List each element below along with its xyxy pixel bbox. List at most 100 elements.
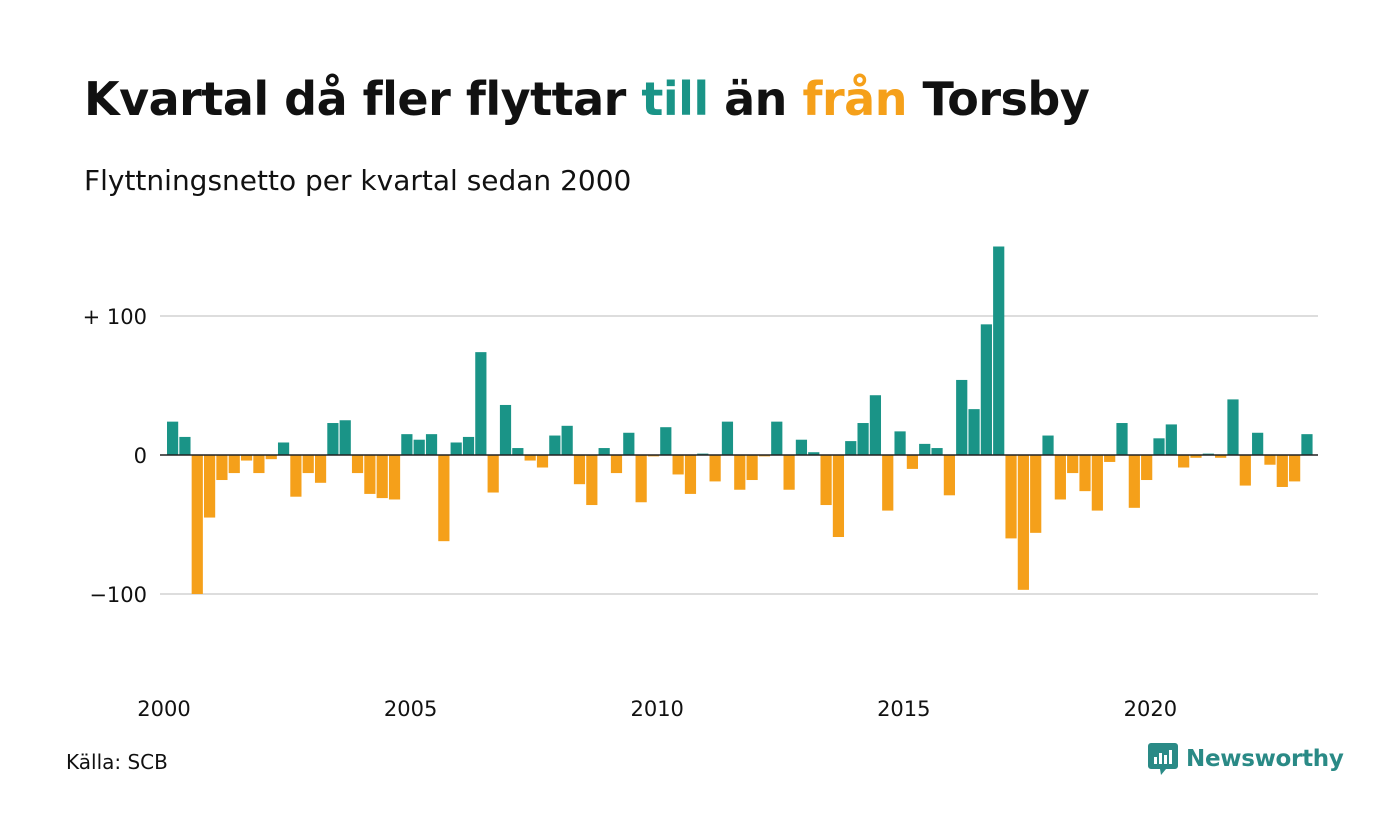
bar xyxy=(857,423,869,455)
bar xyxy=(327,423,339,455)
bar xyxy=(1178,455,1190,468)
bar xyxy=(1128,455,1140,508)
bar xyxy=(573,455,586,485)
bar xyxy=(512,448,524,455)
bar xyxy=(746,455,758,481)
bar xyxy=(623,432,635,455)
bars xyxy=(167,246,1313,594)
bar xyxy=(536,455,549,468)
x-tick-label: 2015 xyxy=(877,697,930,721)
bar xyxy=(1017,455,1029,590)
newsworthy-icon xyxy=(1148,743,1178,775)
bar xyxy=(1116,423,1128,455)
bar xyxy=(820,455,832,506)
bar xyxy=(179,436,191,455)
bar xyxy=(1141,455,1153,481)
bar xyxy=(1153,438,1165,455)
bar xyxy=(462,436,475,455)
bar xyxy=(832,455,845,538)
title-text-2: än xyxy=(708,72,803,126)
grid-lines xyxy=(160,315,1318,595)
chart-title: Kvartal då fler flyttar till än från Tor… xyxy=(84,72,1090,126)
bar xyxy=(351,455,364,474)
bar xyxy=(216,455,228,481)
bar xyxy=(401,434,413,455)
axis-labels: + 100 0 −100 2000 2005 2010 2015 2020 xyxy=(83,305,1177,721)
bar xyxy=(1030,455,1042,533)
x-tick-label: 2000 xyxy=(137,697,190,721)
bar xyxy=(240,455,253,461)
bar xyxy=(882,455,894,511)
title-text-1: Kvartal då fler flyttar xyxy=(84,72,642,126)
bar xyxy=(376,455,388,499)
bar xyxy=(919,443,931,455)
bar xyxy=(388,455,401,500)
bar xyxy=(277,442,290,455)
bar xyxy=(684,455,697,494)
bar xyxy=(1227,399,1239,455)
bar xyxy=(1289,455,1301,482)
bar xyxy=(524,455,536,461)
bar xyxy=(302,455,314,474)
bar xyxy=(956,379,968,455)
bar xyxy=(487,455,499,493)
bar xyxy=(1239,455,1251,486)
bar xyxy=(598,448,610,455)
y-tick-label: −100 xyxy=(89,583,147,607)
bar xyxy=(228,455,240,474)
brand-name: Newsworthy xyxy=(1186,746,1344,772)
newsworthy-logo[interactable]: Newsworthy xyxy=(1148,742,1344,776)
bar xyxy=(191,455,203,594)
bar xyxy=(1252,432,1264,455)
y-tick-label: 0 xyxy=(134,444,147,468)
bar xyxy=(943,455,955,496)
bar xyxy=(1276,455,1288,487)
bar xyxy=(1165,424,1177,455)
bar xyxy=(1091,455,1103,511)
title-highlight-fran: från xyxy=(802,72,907,126)
bar xyxy=(586,455,598,506)
x-tick-label: 2020 xyxy=(1124,697,1177,721)
bar xyxy=(450,442,462,455)
x-tick-label: 2010 xyxy=(630,697,683,721)
bar xyxy=(1104,455,1116,462)
bar xyxy=(968,409,980,455)
chart-subtitle: Flyttningsnetto per kvartal sedan 2000 xyxy=(84,164,632,197)
bar xyxy=(1067,455,1079,474)
bar xyxy=(339,420,351,455)
bar xyxy=(167,421,179,455)
bar xyxy=(1190,455,1202,458)
bar xyxy=(413,439,425,455)
bar xyxy=(475,352,487,455)
bar xyxy=(993,246,1005,455)
bar xyxy=(203,455,216,518)
bar xyxy=(1042,435,1054,455)
bar xyxy=(549,435,561,455)
bar xyxy=(894,431,906,455)
bar xyxy=(253,455,265,474)
bar xyxy=(783,455,795,490)
bar xyxy=(721,421,734,455)
bar xyxy=(610,455,623,474)
bar xyxy=(906,455,918,469)
source-label: Källa: SCB xyxy=(66,750,168,774)
bar xyxy=(425,434,438,455)
bar xyxy=(1264,455,1276,465)
bar xyxy=(980,324,992,455)
bar xyxy=(499,404,512,455)
bar xyxy=(660,427,672,455)
x-tick-label: 2005 xyxy=(384,697,437,721)
bar xyxy=(1079,455,1091,492)
title-text-3: Torsby xyxy=(906,72,1090,126)
bar xyxy=(364,455,376,494)
bar xyxy=(438,455,450,542)
y-tick-label: + 100 xyxy=(83,305,147,329)
bar xyxy=(795,439,808,455)
bar xyxy=(1005,455,1017,539)
bar xyxy=(1301,434,1313,455)
bar xyxy=(771,421,783,455)
bar xyxy=(931,448,943,455)
bar xyxy=(734,455,746,490)
bar xyxy=(1054,455,1066,500)
